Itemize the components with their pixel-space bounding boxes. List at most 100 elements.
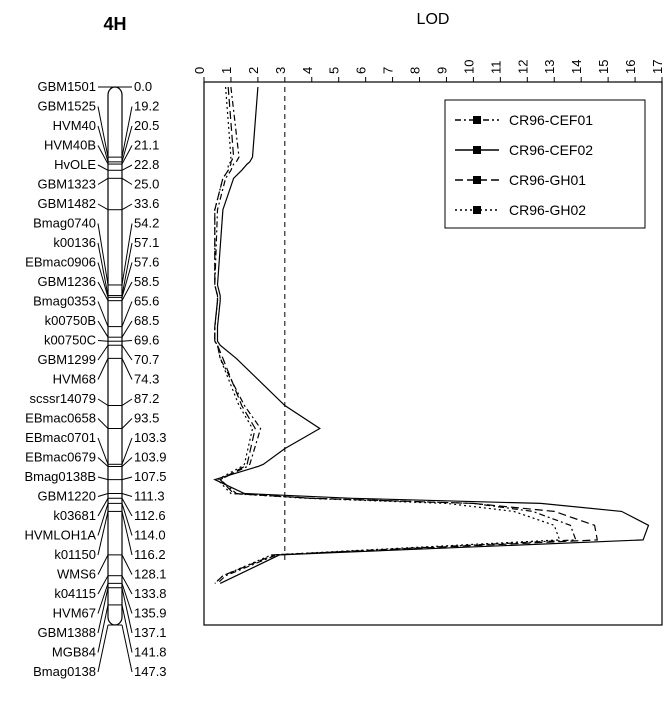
marker-position: 22.8 [134,157,159,172]
lod-tick-label: 0 [192,67,207,74]
marker-name: WMS6 [57,567,96,582]
lod-tick-label: 14 [569,60,584,74]
marker-name: k03681 [53,508,96,523]
marker-position: 58.5 [134,274,159,289]
marker-position: 137.1 [134,625,167,640]
marker-right-connector [122,165,132,170]
marker-right-connector [122,204,132,210]
marker-name: HVMLOH1A [24,528,96,543]
marker-name: HVM68 [53,372,96,387]
marker-right-connector [122,224,132,285]
marker-position: 33.6 [134,196,159,211]
marker-left-connector [98,576,108,594]
marker-position: 69.6 [134,333,159,348]
legend-series-label: CR96-CEF01 [509,112,593,128]
lod-legend: CR96-CEF01CR96-CEF02CR96-GH01CR96-GH02 [445,100,645,228]
lod-tick-label: 5 [327,67,342,74]
marker-position: 112.6 [134,508,166,523]
marker-name: EBmac0679 [25,450,96,465]
legend-sample-marker [474,147,481,154]
legend-sample-marker [474,117,481,124]
lod-tick-label: 16 [623,60,638,74]
marker-right-connector [122,438,132,464]
marker-right-connector [122,358,132,379]
marker-name: EBmac0906 [25,255,96,270]
lod-tick-label: 3 [273,67,288,74]
marker-position: 116.2 [134,547,166,562]
marker-name: GBM1501 [37,79,96,94]
lod-tick-label: 12 [515,60,530,74]
marker-position: 135.9 [134,606,167,621]
marker-right-connector [122,477,132,480]
marker-name: GBM1525 [37,99,96,114]
marker-name: k00750B [45,313,96,328]
marker-position: 103.9 [134,450,167,465]
marker-position: 114.0 [134,528,166,543]
marker-left-connector [98,625,108,672]
marker-right-connector [122,341,132,342]
marker-position: 21.1 [134,138,159,153]
legend-series-label: CR96-GH02 [509,202,586,218]
marker-name: Bmag0353 [33,294,96,309]
marker-right-connector [122,625,132,672]
legend-sample-marker [474,207,481,214]
marker-name: GBM1388 [37,625,96,640]
marker-position: 0.0 [134,79,152,94]
marker-position: 25.0 [134,177,159,192]
marker-name: EBmac0701 [25,430,96,445]
marker-left-connector [98,419,108,429]
marker-position: 133.8 [134,586,167,601]
lod-tick-label: 15 [596,60,611,74]
marker-left-connector [98,494,108,497]
marker-name: Bmag0740 [33,216,96,231]
marker-left-connector [98,165,108,170]
marker-position: 70.7 [134,352,159,367]
marker-left-connector [98,224,108,285]
lod-tick-label: 10 [461,60,476,74]
marker-right-connector [122,576,132,594]
marker-right-connector [122,178,132,184]
marker-position: 68.5 [134,313,159,328]
lod-tick-label: 6 [354,67,369,74]
lod-tick-label: 1 [219,67,234,74]
chromosome-bar [108,87,122,625]
lod-tick-label: 13 [542,60,557,74]
marker-name: Bmag0138B [24,469,96,484]
marker-position: 107.5 [134,469,167,484]
marker-left-connector [98,204,108,210]
qtl-figure: 4HLODGBM15010.0GBM152519.2HVM4020.5HVM40… [0,0,672,726]
marker-position: 103.3 [134,430,167,445]
marker-name: scssr14079 [30,391,96,406]
lod-tick-label: 17 [650,60,665,74]
marker-position: 87.2 [134,391,159,406]
marker-name: GBM1323 [37,177,96,192]
marker-right-connector [122,399,132,405]
marker-position: 93.5 [134,411,159,426]
lod-axis-title: LOD [417,11,450,28]
legend-sample-marker [474,177,481,184]
marker-position: 141.8 [134,645,167,660]
marker-position: 57.1 [134,235,159,250]
marker-left-connector [98,458,108,467]
marker-right-connector [122,458,132,467]
marker-position: 57.6 [134,255,159,270]
marker-right-connector [122,419,132,429]
marker-left-connector [98,358,108,379]
lod-tick-label: 9 [434,67,449,74]
marker-position: 111.3 [134,489,165,504]
lod-tick-label: 7 [381,67,396,74]
marker-position: 54.2 [134,216,159,231]
lod-tick-label: 11 [488,61,503,74]
marker-name: k00136 [53,235,96,250]
marker-right-connector [122,494,132,497]
chromosome-title: 4H [103,14,126,34]
marker-left-connector [98,341,108,342]
marker-right-connector [122,345,132,360]
marker-left-connector [98,477,108,480]
marker-name: HvOLE [54,157,96,172]
legend-series-label: CR96-GH01 [509,172,586,188]
marker-name: EBmac0658 [25,411,96,426]
marker-left-connector [98,399,108,405]
marker-position: 74.3 [134,372,159,387]
marker-name: k04115 [54,586,96,601]
